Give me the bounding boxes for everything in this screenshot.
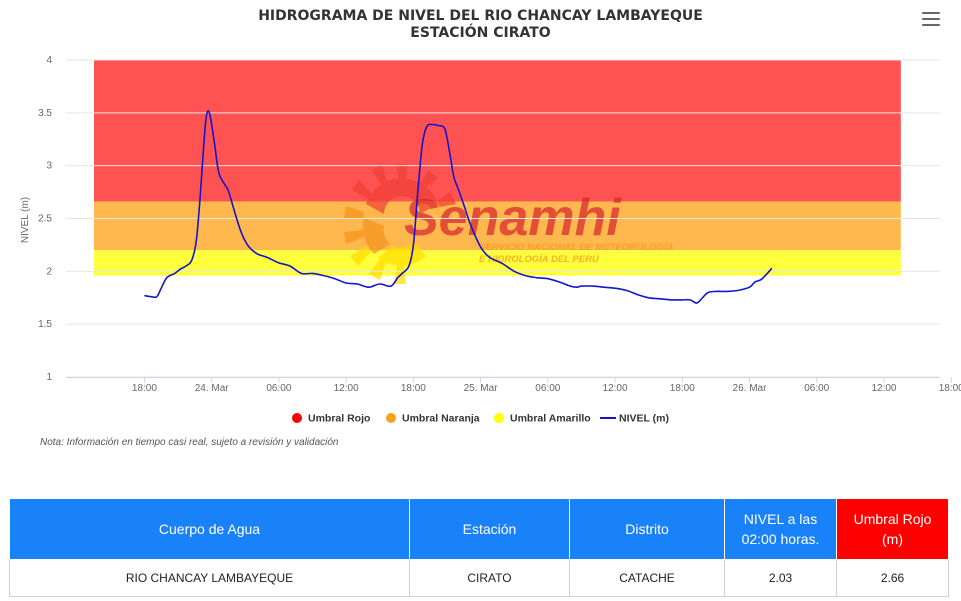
y-tick-label: 3 — [46, 161, 52, 172]
y-tick-label: 1 — [46, 372, 52, 383]
band-umbral-naranja — [94, 201, 901, 251]
band-umbral-rojo — [94, 60, 901, 202]
legend-label: NIVEL (m) — [619, 413, 669, 425]
x-tick-label: 12:00 — [871, 383, 896, 394]
y-tick-label: 3.5 — [38, 108, 52, 119]
threshold-bands — [94, 60, 901, 276]
chart-title: HIDROGRAMA DE NIVEL DEL RIO CHANCAY LAMB… — [258, 8, 703, 24]
series-line-nivel — [144, 110, 773, 304]
header-red-threshold: Umbral Rojo (m) — [836, 498, 949, 560]
chart-note: Nota: Información en tiempo casi real, s… — [40, 437, 339, 448]
legend-item-umbral-amarillo[interactable]: Umbral Amarillo — [494, 413, 591, 425]
y-tick-label: 1.5 — [38, 319, 52, 330]
cell-station: CIRATO — [409, 559, 570, 597]
y-axis: 1 1.5 2 2.5 3 3.5 4 — [38, 55, 52, 383]
legend-label: Umbral Rojo — [308, 413, 370, 425]
series-layer — [144, 110, 773, 304]
cell-level: 2.03 — [724, 559, 837, 597]
legend-item-umbral-naranja[interactable]: Umbral Naranja — [386, 413, 480, 425]
legend-marker — [386, 413, 396, 423]
watermark-line1: SERVICIO NACIONAL DE METEOROLOGÍA — [479, 242, 674, 253]
station-table: Cuerpo de Agua Estación Distrito NIVEL a… — [9, 498, 949, 597]
cell-red-threshold: 2.66 — [836, 559, 949, 597]
legend-marker — [292, 413, 302, 423]
chart-title-block: HIDROGRAMA DE NIVEL DEL RIO CHANCAY LAMB… — [0, 8, 961, 42]
x-tick-label: 18:00 — [670, 383, 695, 394]
hamburger-menu-icon[interactable] — [922, 12, 940, 26]
x-tick-label: 06:00 — [266, 383, 291, 394]
cell-district: CATACHE — [569, 559, 725, 597]
table-header-row: Cuerpo de Agua Estación Distrito NIVEL a… — [9, 498, 949, 560]
x-tick-label: 06:00 — [535, 383, 560, 394]
x-tick-label: 24. Mar — [195, 383, 230, 394]
x-tick-label: 26. Mar — [733, 383, 768, 394]
legend-marker — [494, 413, 504, 423]
chart-svg: Senamhi SERVICIO NACIONAL DE METEOROLOGÍ… — [20, 55, 961, 425]
y-axis-label: NIVEL (m) — [20, 197, 31, 243]
y-tick-label: 2 — [46, 266, 52, 277]
legend-item-nivel-m[interactable]: NIVEL (m) — [600, 413, 669, 425]
y-tick-label: 2.5 — [38, 214, 52, 225]
cell-water-body: RIO CHANCAY LAMBAYEQUE — [9, 559, 410, 597]
x-tick-label: 18:00 — [132, 383, 157, 394]
table-row: RIO CHANCAY LAMBAYEQUE CIRATO CATACHE 2.… — [9, 559, 949, 597]
y-tick-label: 4 — [46, 55, 52, 66]
legend-label: Umbral Amarillo — [510, 413, 591, 425]
header-water-body: Cuerpo de Agua — [9, 498, 410, 560]
header-level: NIVEL a las 02:00 horas. — [724, 498, 837, 560]
legend-item-umbral-rojo[interactable]: Umbral Rojo — [292, 413, 370, 425]
x-tick-label: 12:00 — [334, 383, 359, 394]
chart-subtitle: ESTACIÓN CIRATO — [410, 25, 551, 41]
header-district: Distrito — [569, 498, 725, 560]
senamhi-watermark-logo: Senamhi SERVICIO NACIONAL DE METEOROLOGÍ… — [344, 164, 674, 284]
x-axis: 18:00 24. Mar 06:00 12:00 18:00 25. Mar 06:00 1… — [66, 377, 961, 394]
header-station: Estación — [409, 498, 570, 560]
x-tick-label: 12:00 — [603, 383, 628, 394]
watermark-line2: E HIDROLOGÍA DEL PERÚ — [479, 253, 600, 265]
legend-label: Umbral Naranja — [402, 413, 480, 425]
x-tick-label: 25. Mar — [464, 383, 499, 394]
x-tick-label: 06:00 — [804, 383, 829, 394]
chart-container: HIDROGRAMA DE NIVEL DEL RIO CHANCAY LAMB… — [0, 8, 961, 448]
x-tick-label: 18:00 — [939, 383, 961, 394]
sun-rays-icon — [344, 164, 456, 284]
x-tick-label: 18:00 — [401, 383, 426, 394]
legend[interactable]: Umbral Rojo Umbral Naranja Umbral Amarillo… — [292, 413, 669, 425]
